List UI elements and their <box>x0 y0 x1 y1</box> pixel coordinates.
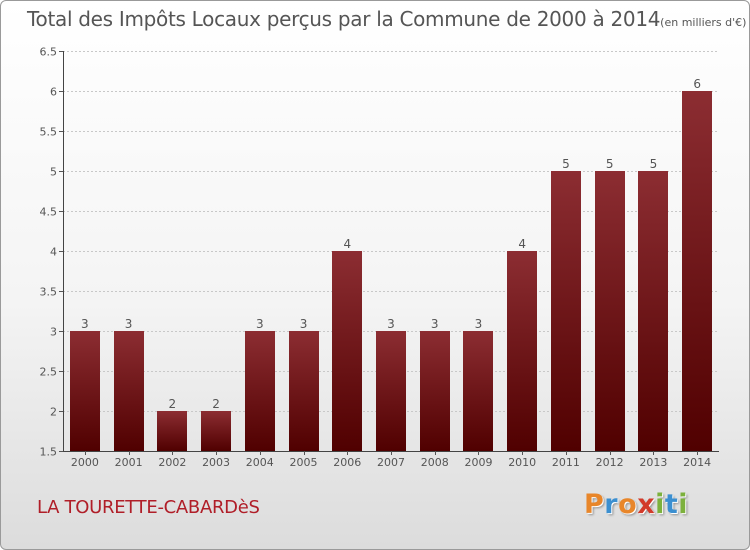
logo-letter: t <box>664 489 679 520</box>
x-tick-label: 2010 <box>508 456 536 469</box>
x-tick-label: 2002 <box>158 456 186 469</box>
data-label: 2 <box>212 397 220 411</box>
y-tick-label: 3.5 <box>40 286 58 299</box>
data-label: 5 <box>650 157 658 171</box>
bar <box>70 331 100 451</box>
bar <box>289 331 319 451</box>
logo-letter: i <box>678 489 689 520</box>
x-tick-label: 2013 <box>639 456 667 469</box>
x-tick-label: 2003 <box>202 456 230 469</box>
data-label: 3 <box>475 317 483 331</box>
y-tick-label: 5 <box>50 166 57 179</box>
data-label: 3 <box>125 317 133 331</box>
logo-letter: i <box>655 489 665 520</box>
x-tick-label: 2014 <box>683 456 711 469</box>
data-label: 4 <box>518 237 526 251</box>
x-tick-label: 2001 <box>115 456 143 469</box>
x-tick-label: 2008 <box>421 456 449 469</box>
bar <box>420 331 450 451</box>
y-tick-label: 3 <box>50 326 57 339</box>
data-label: 3 <box>431 317 439 331</box>
bar <box>463 331 493 451</box>
bar <box>682 91 712 451</box>
x-tick-label: 2007 <box>377 456 405 469</box>
data-label: 3 <box>81 317 89 331</box>
data-label: 3 <box>256 317 264 331</box>
bar <box>114 331 144 451</box>
logo-letter: x <box>637 489 656 520</box>
bar <box>332 251 362 451</box>
bar <box>376 331 406 451</box>
x-tick-label: 2000 <box>71 456 99 469</box>
bar <box>201 411 231 451</box>
x-tick-label: 2005 <box>290 456 318 469</box>
logo-letter: r <box>604 489 619 520</box>
y-tick-label: 2 <box>50 406 57 419</box>
y-tick-label: 2.5 <box>40 366 58 379</box>
x-tick-label: 2006 <box>333 456 361 469</box>
y-tick-label: 4.5 <box>40 206 58 219</box>
commune-name: LA TOURETTE-CABARDèS <box>37 497 260 518</box>
y-tick-label: 6 <box>50 86 57 99</box>
data-label: 5 <box>562 157 570 171</box>
bar <box>551 171 581 451</box>
bar <box>157 411 187 451</box>
data-label: 2 <box>169 397 177 411</box>
data-label: 3 <box>387 317 395 331</box>
data-label: 3 <box>300 317 308 331</box>
x-tick-label: 2011 <box>552 456 580 469</box>
bar <box>638 171 668 451</box>
x-tick-label: 2009 <box>464 456 492 469</box>
chart-title-main: Total des Impôts Locaux perçus par la Co… <box>27 7 661 31</box>
data-label: 5 <box>606 157 614 171</box>
logo-letter: o <box>618 489 638 520</box>
chart-title: Total des Impôts Locaux perçus par la Co… <box>27 7 746 31</box>
y-tick-label: 5.5 <box>40 126 58 139</box>
x-tick-label: 2004 <box>246 456 274 469</box>
proxiti-logo: Proxiti <box>584 489 688 520</box>
bar <box>507 251 537 451</box>
data-label: 4 <box>343 237 351 251</box>
logo-letter: P <box>584 489 605 520</box>
y-tick-label: 6.5 <box>40 46 58 59</box>
bar <box>595 171 625 451</box>
data-label: 6 <box>693 77 701 91</box>
bar <box>245 331 275 451</box>
y-tick-label: 1.5 <box>40 446 58 459</box>
y-tick-label: 4 <box>50 246 57 259</box>
chart-title-unit: (en milliers d'€) <box>660 16 747 29</box>
x-tick-label: 2012 <box>596 456 624 469</box>
